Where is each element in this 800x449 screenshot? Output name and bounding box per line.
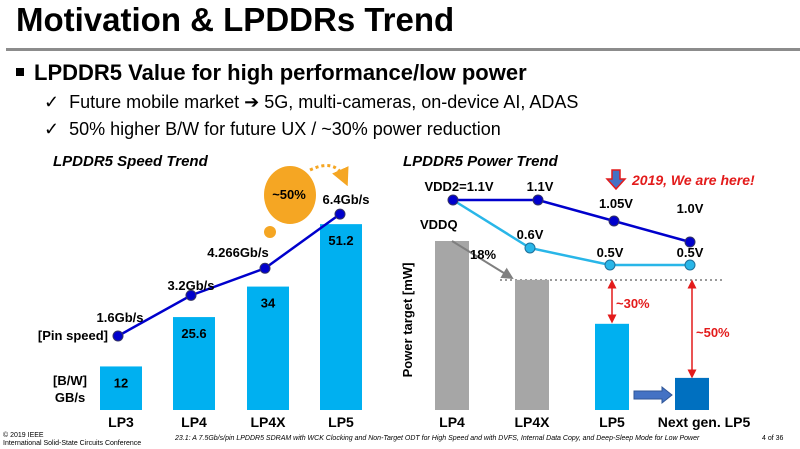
vddq-label: VDDQ [420,217,458,232]
vdd2-label: 1.1V [527,179,554,194]
x-tick-label: Next gen. LP5 [658,414,751,430]
bw-bar-label: 34 [261,296,276,311]
footer-paper-title: 23.1: A 7.5Gb/s/pin LPDDR5 SDRAM with WC… [175,435,700,442]
lp5-reduction-label: ~30% [616,296,650,311]
footer-page-number: 4 of 36 [762,435,784,442]
vddq-point [524,242,536,254]
pin-speed-label: [Pin speed] [38,328,108,343]
vddq-point [604,259,616,271]
pin-speed-point [259,262,271,274]
bw-bar [247,286,289,410]
vdd2-line [453,198,691,244]
power-bar [595,323,629,410]
bw-bar [173,317,215,410]
sub-bullet-text: 50% higher B/W for future UX / ~30% powe… [69,119,501,139]
bw-bar-label: 51.2 [328,233,353,248]
main-bullet: LPDDR5 Value for high performance/low po… [16,60,527,86]
pin-speed-point [185,289,197,301]
x-tick-label: LP3 [108,414,134,430]
pin-speed-point [112,330,124,342]
footer-copyright: © 2019 IEEE [3,432,44,439]
title-divider [6,48,800,51]
bubble-label: ~50% [272,187,306,202]
bw-bar [100,366,142,410]
power-bar [435,241,469,410]
bw-label-1: [B/W] [53,373,87,388]
vdd2-point [608,215,620,227]
power-chart-title: LPDDR5 Power Trend [403,153,559,170]
x-tick-label: LP5 [328,414,354,430]
bw-bar-label: 12 [114,375,128,390]
down-arrow-icon [605,169,627,191]
bw-label-2: GB/s [55,390,85,405]
vddq-line [452,198,690,267]
main-bullet-text: LPDDR5 Value for high performance/low po… [34,60,527,85]
power-bar [675,377,709,410]
pin-speed-label: 4.266Gb/s [207,245,268,260]
vdd2-point [684,236,696,248]
vdd2-point [447,194,459,206]
vddq-value-label: 0.6V [517,227,544,242]
sub-bullet: ✓ Future mobile market ➔ 5G, multi-camera… [44,92,578,113]
vdd2-point [532,194,544,206]
growth-arrow [309,164,349,187]
bubble-tail [264,226,276,238]
pin-speed-line [117,213,341,338]
check-icon: ✓ [44,92,60,112]
x-tick-label: LP4 [181,414,207,430]
bw-bar [320,224,362,410]
pin-speed-point [334,208,346,220]
x-tick-label: LP4X [514,414,550,430]
square-bullet-icon [16,68,24,77]
x-tick-label: LP4 [439,414,465,430]
pin-speed-label: 1.6Gb/s [97,310,144,325]
next-gen-arrow-icon [633,385,673,405]
reduction-arrow [451,240,514,280]
bw-bar-label: 25.6 [181,326,206,341]
we-are-here-label: 2019, We are here! [631,172,755,188]
percent-bubble [264,166,316,224]
x-tick-label: LP4X [250,414,286,430]
vdd2-label: 1.05V [599,196,633,211]
power-y-axis-label: Power target [mW] [400,263,415,378]
pin-speed-label: 6.4Gb/s [323,192,370,207]
footer-conference: International Solid-State Circuits Confe… [3,440,142,447]
check-icon: ✓ [44,119,60,139]
slide-title: Motivation & LPDDRs Trend [16,1,455,38]
pin-speed-label: 3.2Gb/s [168,278,215,293]
vddq-value-label: 0.5V [677,245,704,260]
sub-bullet-text: Future mobile market ➔ 5G, multi-cameras… [69,92,579,112]
power-bar [515,279,549,410]
sub-bullet: ✓ 50% higher B/W for future UX / ~30% pow… [44,119,501,140]
next-gen-reduction-label: ~50% [696,325,730,340]
x-tick-label: LP5 [599,414,625,430]
vdd2-label: 1.0V [677,201,704,216]
lp4x-reduction-label: 18% [470,247,496,262]
vddq-point [684,259,696,271]
vdd2-label: VDD2=1.1V [424,179,493,194]
vddq-value-label: 0.5V [597,245,624,260]
speed-chart-title: LPDDR5 Speed Trend [53,153,209,170]
